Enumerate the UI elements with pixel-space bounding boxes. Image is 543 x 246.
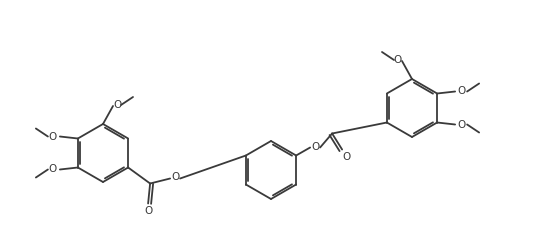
Text: O: O <box>144 206 152 216</box>
Text: O: O <box>394 55 402 65</box>
Text: O: O <box>457 120 465 129</box>
Text: O: O <box>342 152 350 162</box>
Text: O: O <box>49 165 57 174</box>
Text: O: O <box>311 141 319 152</box>
Text: O: O <box>171 172 179 183</box>
Text: O: O <box>113 100 121 110</box>
Text: O: O <box>49 132 57 141</box>
Text: O: O <box>457 87 465 96</box>
